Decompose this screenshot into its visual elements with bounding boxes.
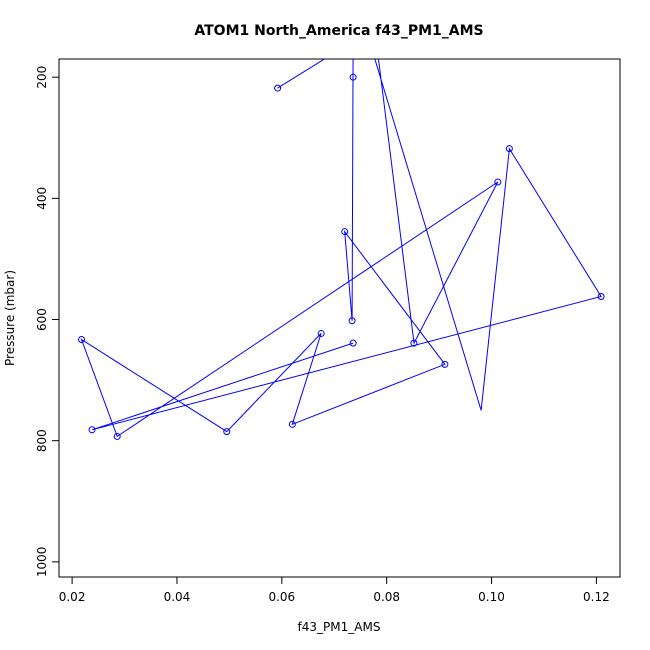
series-line [80, 59, 602, 438]
data-point [88, 426, 96, 434]
x-tick-label: 0.12 [583, 590, 610, 604]
data-point [597, 292, 605, 300]
chart-title: ATOM1 North_America f43_PM1_AMS [194, 23, 483, 39]
x-tick-label: 0.08 [373, 590, 400, 604]
data-point [223, 428, 231, 436]
data-point [288, 420, 296, 428]
x-axis: 0.02 0.04 0.06 0.08 0.10 0.12 [59, 577, 610, 604]
data-point [441, 360, 449, 368]
plot-frame [58, 58, 621, 578]
data-point [494, 178, 502, 186]
x-axis-label: f43_PM1_AMS [298, 620, 381, 634]
y-axis-label: Pressure (mbar) [3, 270, 17, 366]
series-group [78, 59, 605, 440]
y-tick-label: 600 [35, 308, 49, 331]
data-point [348, 317, 356, 325]
x-tick-label: 0.02 [59, 590, 86, 604]
y-tick-label: 800 [35, 429, 49, 452]
x-tick-label: 0.06 [268, 590, 295, 604]
y-tick-label: 200 [35, 66, 49, 89]
x-tick-label: 0.10 [478, 590, 505, 604]
data-point [317, 329, 325, 337]
data-point [349, 339, 357, 347]
x-tick-label: 0.04 [164, 590, 191, 604]
y-axis: 200 400 600 800 1000 [35, 66, 59, 577]
data-point [341, 228, 349, 236]
data-point [113, 432, 121, 440]
y-tick-label: 1000 [35, 547, 49, 578]
data-point [78, 336, 86, 344]
data-point [349, 73, 357, 81]
data-point [505, 145, 513, 153]
data-point [410, 339, 418, 347]
data-point [274, 84, 282, 92]
y-tick-label: 400 [35, 187, 49, 210]
